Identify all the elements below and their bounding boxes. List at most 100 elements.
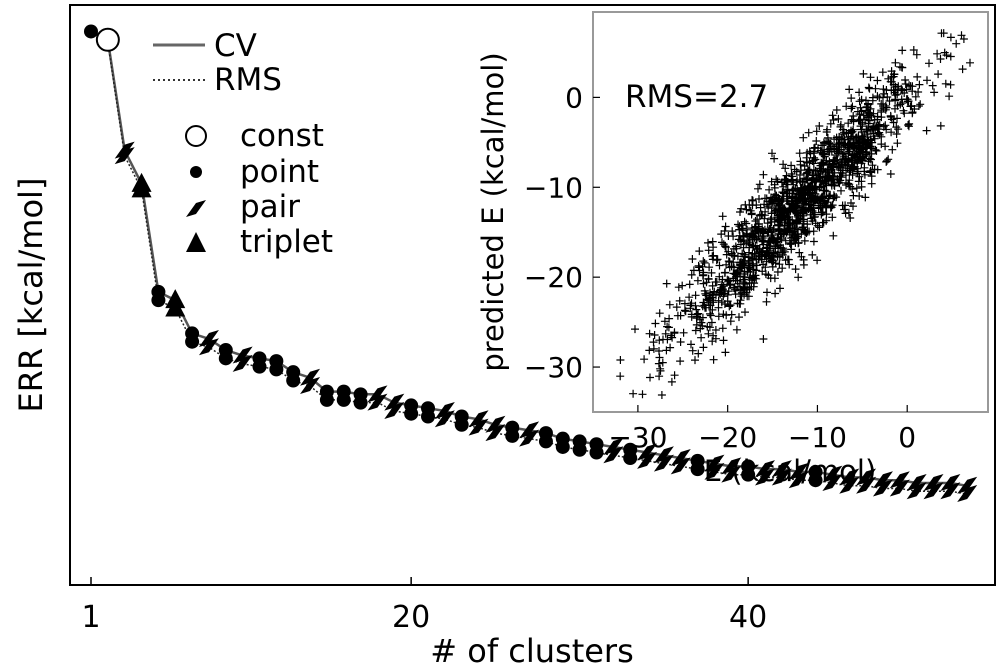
inset-x-tick-label: −10 <box>788 421 847 454</box>
marker-pair-cv-x34 <box>637 443 658 461</box>
marker-pair-cv-x19 <box>384 393 405 411</box>
marker-pair-cv-x10 <box>232 346 253 364</box>
marker-point-rms-x12 <box>269 362 284 377</box>
marker-point-rms-x16 <box>336 392 351 407</box>
marker-pair-cv-x50 <box>906 473 927 491</box>
marker-pair-cv-x22 <box>434 401 455 419</box>
marker-point-rms-x30 <box>572 442 587 457</box>
marker-pair-rms-x36 <box>670 457 691 475</box>
marker-pair-rms-x19 <box>384 401 405 419</box>
marker-pair-rms-x49 <box>889 479 910 497</box>
marker-pair-rms-x53 <box>957 485 978 503</box>
marker-point-rms-x13 <box>286 373 301 388</box>
marker-pair-cv-x24 <box>468 410 489 428</box>
x-tick-label: 40 <box>729 600 767 635</box>
marker-point-rms-x31 <box>589 445 604 460</box>
marker-pair-cv-x49 <box>889 471 910 489</box>
inset-axes: −30 −20 −10 0 −30 −20 −10 0 <box>524 81 916 454</box>
marker-pair-cv-x47 <box>856 468 877 486</box>
y-axis-title: ERR [kcal/mol] <box>12 178 50 413</box>
marker-const-cv-x2 <box>95 27 120 52</box>
marker-pair-cv-x53 <box>957 476 978 494</box>
legend-const-icon <box>185 125 207 147</box>
inset-x-tick-label: 0 <box>898 421 916 454</box>
legend-cv-label: CV <box>214 28 257 64</box>
inset-y-tick-label: −30 <box>524 351 583 384</box>
marker-pair-rms-x25 <box>485 424 506 442</box>
marker-triplet-rms-x6 <box>165 297 186 317</box>
marker-pair-rms-x22 <box>434 410 455 428</box>
marker-pair-cv-x45 <box>822 465 843 483</box>
marker-point-rms-x28 <box>538 434 553 449</box>
main-markers <box>84 24 978 503</box>
marker-pair-rms-x18 <box>367 393 388 411</box>
marker-pair-rms-x42 <box>771 468 792 486</box>
legend-point-icon <box>190 166 202 178</box>
marker-pair-cv-x32 <box>603 437 624 455</box>
marker-pair-cv-x48 <box>872 471 893 489</box>
marker-pair-cv-x42 <box>771 460 792 478</box>
marker-point-rms-x15 <box>319 392 334 407</box>
marker-pair-cv-x51 <box>923 473 944 491</box>
marker-pair-cv-x39 <box>721 457 742 475</box>
marker-pair-cv-x35 <box>653 446 674 464</box>
marker-point-rms-x33 <box>623 451 638 466</box>
marker-pair-rms-x46 <box>839 476 860 494</box>
inset-y-axis-title: predicted E (kcal/mol) <box>476 52 510 371</box>
marker-point-rms-x20 <box>404 406 419 421</box>
inset-y-tick-label: −20 <box>524 261 583 294</box>
marker-pair-rms-x24 <box>468 418 489 436</box>
marker-point-rms-x7 <box>185 334 200 349</box>
marker-pair-cv-x14 <box>300 368 321 386</box>
marker-pair-rms-x27 <box>519 429 540 447</box>
marker-pair-cv-x27 <box>519 421 540 439</box>
marker-pair-cv-x46 <box>839 468 860 486</box>
marker-pair-rms-x14 <box>300 377 321 395</box>
inset-x-axis-title: E (kcal/mol) <box>704 454 877 488</box>
marker-pair-rms-x38 <box>704 462 725 480</box>
marker-point-rms-x21 <box>421 409 435 424</box>
marker-pair-cv-x52 <box>940 473 961 491</box>
marker-pair-rms-x39 <box>721 465 742 483</box>
inset-frame <box>592 11 989 413</box>
marker-pair-cv-x36 <box>670 449 691 467</box>
marker-pair-rms-x32 <box>603 446 624 464</box>
marker-point-rms-x23 <box>454 417 469 432</box>
legend-point-label: point <box>240 154 319 190</box>
x-tick-label: 1 <box>81 600 100 635</box>
legend-rms-label: RMS <box>214 62 282 98</box>
legend: CV RMS const point pair triplet <box>153 28 333 260</box>
marker-point-rms-x44 <box>808 473 823 488</box>
marker-point-rms-x5 <box>151 293 166 308</box>
inset-annotation: RMS=2.7 <box>625 79 768 115</box>
marker-point-rms-x9 <box>218 351 233 366</box>
marker-pair-rms-x47 <box>856 476 877 494</box>
marker-pair-rms-x10 <box>232 354 253 372</box>
main-x-axis: 1 20 40 <box>81 577 767 635</box>
marker-point-x1 <box>84 24 98 39</box>
marker-point-rms-x40 <box>741 467 756 482</box>
marker-pair-cv-x38 <box>704 454 725 472</box>
x-axis-title: # of clusters <box>430 632 634 669</box>
marker-point-rms-x37 <box>690 462 705 477</box>
marker-pair-cv-x3 <box>114 141 135 159</box>
marker-point-rms-x17 <box>353 395 368 410</box>
marker-pair-cv-x43 <box>788 462 809 480</box>
inset-x-tick-label: −20 <box>698 421 757 454</box>
legend-const-label: const <box>240 118 324 154</box>
legend-pair-icon <box>186 200 206 217</box>
marker-point-rms-x11 <box>252 359 267 374</box>
marker-pair-rms-x45 <box>822 473 843 491</box>
x-tick-label: 20 <box>392 600 430 635</box>
marker-pair-rms-x51 <box>923 482 944 500</box>
marker-pair-cv-x41 <box>755 460 775 478</box>
marker-point-rms-x29 <box>555 439 570 454</box>
marker-pair-rms-x41 <box>755 468 775 486</box>
marker-pair-rms-x52 <box>940 482 961 500</box>
marker-pair-rms-x50 <box>906 482 927 500</box>
marker-pair-rms-x3 <box>114 147 135 165</box>
marker-pair-rms-x48 <box>872 479 893 497</box>
legend-pair-label: pair <box>240 189 300 225</box>
inset-y-tick-label: 0 <box>565 81 583 114</box>
